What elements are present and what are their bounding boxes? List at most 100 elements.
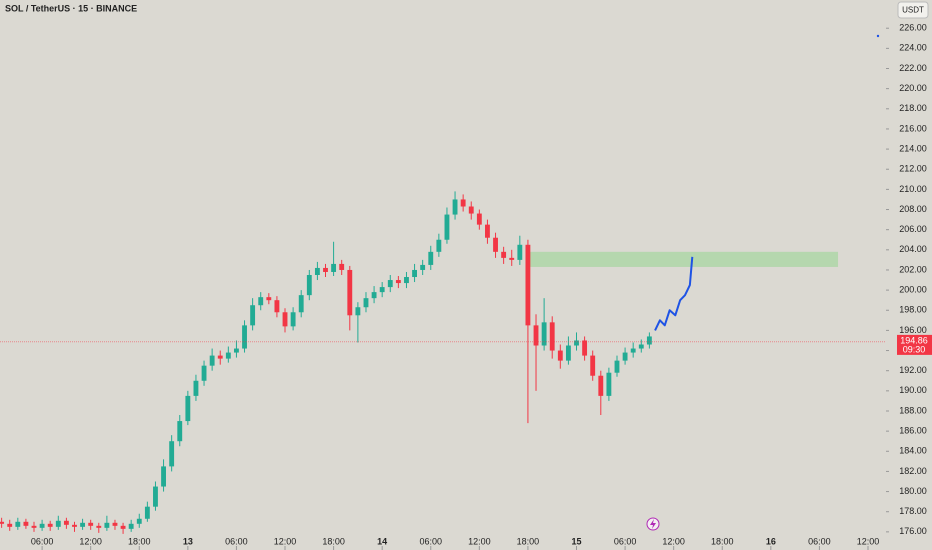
candle-body xyxy=(485,224,490,238)
candle-body xyxy=(339,263,345,270)
last-price-badge xyxy=(897,334,932,355)
y-tick-label: 180.00 xyxy=(899,486,927,496)
x-tick-label: 06:00 xyxy=(808,536,831,546)
candle-body xyxy=(209,355,215,366)
candle-body xyxy=(420,264,426,270)
y-tick-label: 220.00 xyxy=(899,83,927,93)
candle-body xyxy=(266,297,272,301)
candle-body xyxy=(614,360,620,373)
candle-body xyxy=(31,525,37,528)
x-tick-label: 16 xyxy=(766,536,776,546)
x-tick-label: 15 xyxy=(571,536,581,546)
candle-body xyxy=(533,325,539,346)
candle-body xyxy=(0,521,5,524)
y-tick-label: 202.00 xyxy=(899,264,927,274)
candle-body xyxy=(557,350,563,361)
x-tick-label: 12:00 xyxy=(468,536,491,546)
candle-body xyxy=(193,380,199,396)
candle-body xyxy=(274,300,280,313)
candle-body xyxy=(104,522,110,528)
x-tick-label: 13 xyxy=(183,536,193,546)
candle-body xyxy=(323,267,328,272)
candle-body xyxy=(379,287,385,293)
y-tick-label: 206.00 xyxy=(899,224,927,234)
candle-body xyxy=(242,325,247,349)
candle-body xyxy=(217,355,223,359)
candle-body xyxy=(120,525,126,529)
candle-body xyxy=(468,206,474,214)
candle-body xyxy=(460,199,466,207)
candle-body xyxy=(646,336,652,345)
countdown-label: 09:30 xyxy=(903,344,926,354)
projection-line xyxy=(654,256,694,331)
x-tick-label: 12:00 xyxy=(274,536,297,546)
currency-button[interactable] xyxy=(897,1,929,19)
candle-body xyxy=(436,239,442,252)
y-tick-label: 184.00 xyxy=(899,446,927,456)
candle-body xyxy=(638,344,644,349)
candle-body xyxy=(598,375,604,396)
candle-body xyxy=(225,352,231,359)
candle-body xyxy=(80,522,86,527)
candle-body xyxy=(517,244,523,260)
x-tick-label: 14 xyxy=(377,536,387,546)
candle-body xyxy=(63,520,69,525)
chart-title: SOL / TetherUS · 15 · BINANCE xyxy=(5,3,137,13)
candle-body xyxy=(314,267,320,275)
candle-body xyxy=(574,340,579,346)
x-tick-label: 18:00 xyxy=(322,536,345,546)
candle-body xyxy=(452,199,458,215)
candle-body xyxy=(630,348,636,353)
candle-body xyxy=(582,340,588,356)
candle-body xyxy=(565,345,571,361)
candle-body xyxy=(282,312,288,327)
dot xyxy=(876,34,880,38)
candle-body xyxy=(128,523,134,529)
candle-body xyxy=(298,295,304,313)
candle-body xyxy=(355,307,361,316)
candle-body xyxy=(47,523,53,527)
candle-body xyxy=(493,237,498,252)
y-tick-label: 188.00 xyxy=(899,405,927,415)
zone xyxy=(526,251,839,267)
x-tick-label: 06:00 xyxy=(614,536,637,546)
y-tick-label: 222.00 xyxy=(899,63,927,73)
candle-body xyxy=(509,257,515,260)
candle-body xyxy=(169,441,175,467)
candle-body xyxy=(371,292,377,299)
candle-body xyxy=(387,280,393,288)
candle-body xyxy=(290,312,296,327)
currency-button-label[interactable]: USDT xyxy=(902,6,924,15)
candle-body xyxy=(395,280,401,284)
x-tick-label: 18:00 xyxy=(517,536,540,546)
candle-body xyxy=(234,348,239,353)
candle-body xyxy=(96,525,102,528)
candle-body xyxy=(72,524,77,527)
candle-body xyxy=(258,297,264,306)
candle-body xyxy=(39,523,45,528)
candle-body xyxy=(622,352,628,361)
y-tick-label: 186.00 xyxy=(899,426,927,436)
candle-body xyxy=(112,522,118,526)
candle-body xyxy=(331,263,337,272)
y-tick-label: 196.00 xyxy=(899,325,927,335)
last-price-label: 194.86 xyxy=(900,335,928,345)
y-tick-label: 214.00 xyxy=(899,143,927,153)
x-tick-label: 12:00 xyxy=(662,536,685,546)
candle-body xyxy=(185,395,191,422)
y-tick-label: 190.00 xyxy=(899,385,927,395)
candle-body xyxy=(55,520,61,527)
candle-body xyxy=(23,521,29,526)
y-tick-label: 210.00 xyxy=(899,184,927,194)
event-icon-bolt xyxy=(650,519,656,529)
candle-body xyxy=(606,372,612,396)
y-tick-label: 192.00 xyxy=(899,365,927,375)
x-tick-label: 12:00 xyxy=(79,536,102,546)
candle-body xyxy=(201,365,207,381)
candle-body xyxy=(549,322,555,351)
plot xyxy=(0,27,889,550)
y-tick-label: 208.00 xyxy=(899,204,927,214)
candle-body xyxy=(428,251,434,265)
candle-body xyxy=(363,298,369,308)
